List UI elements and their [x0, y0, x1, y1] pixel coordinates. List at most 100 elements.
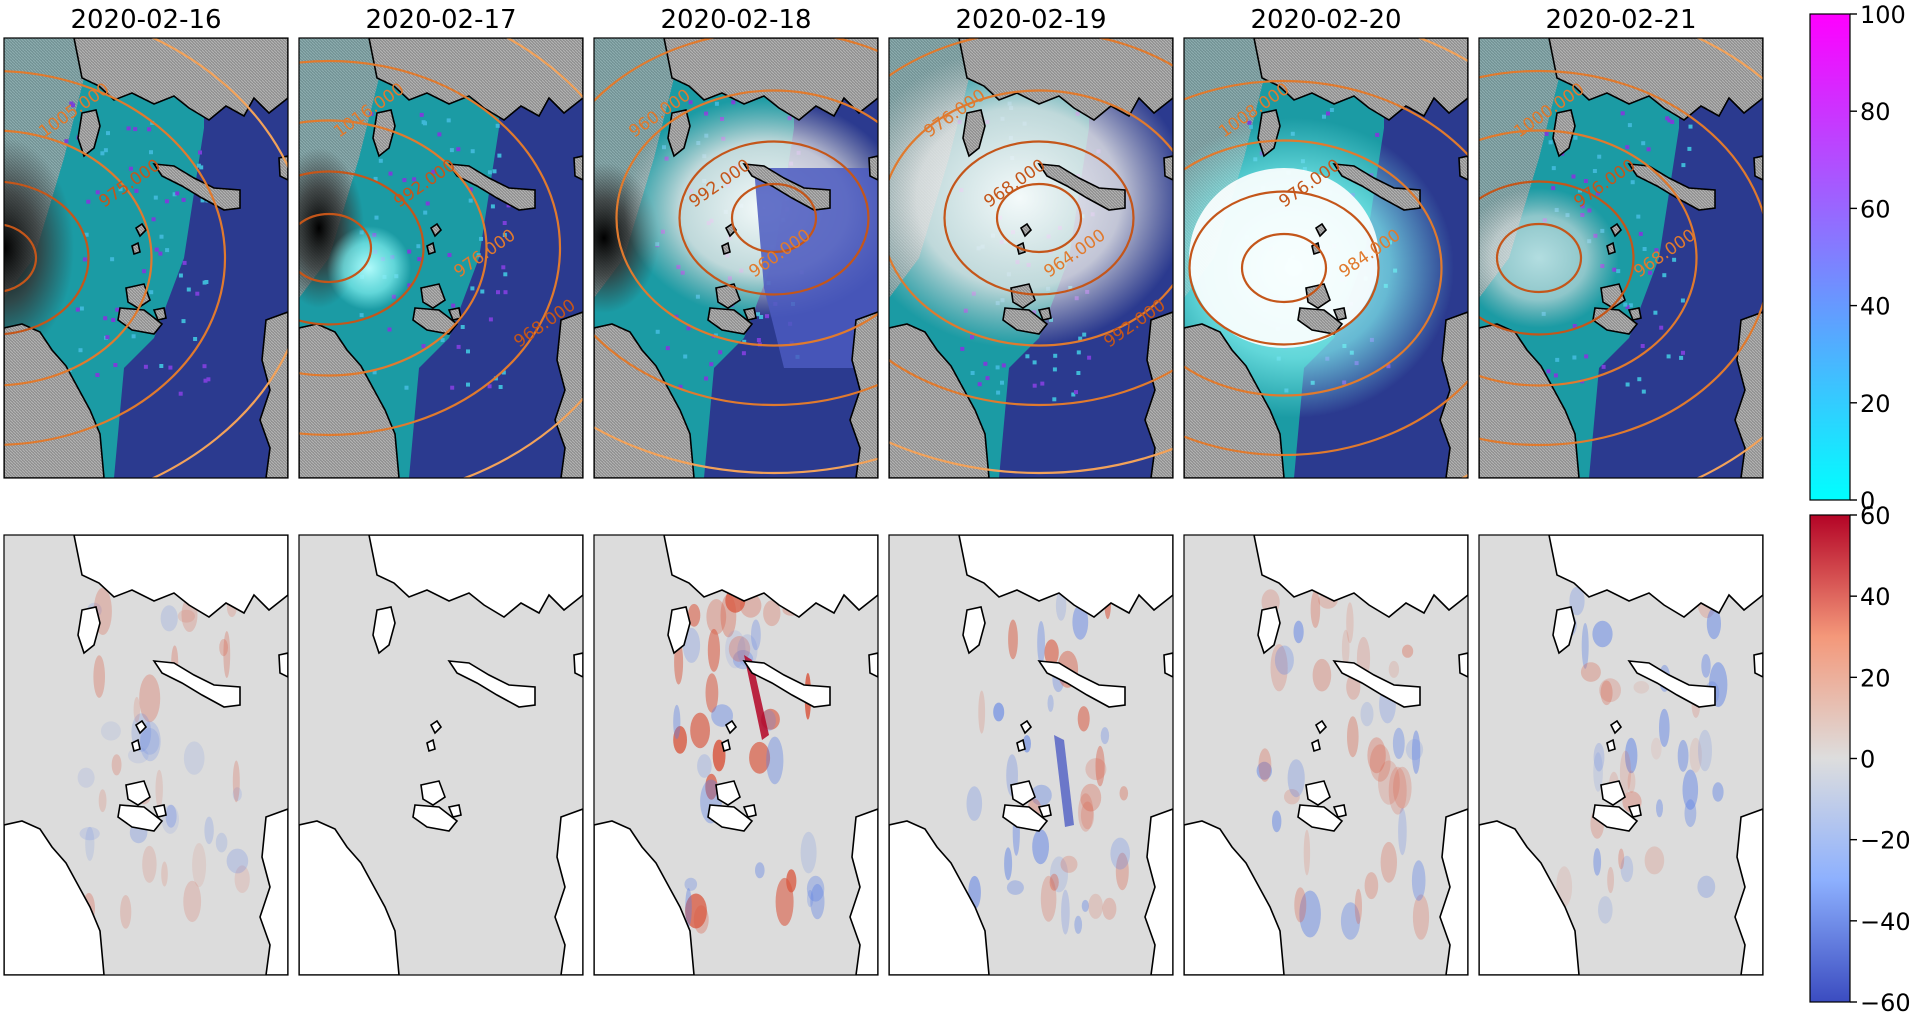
difference-streak-0-30 [85, 826, 95, 861]
difference-streak-0-22 [165, 804, 177, 828]
land-russia-bottom-3 [1144, 808, 1173, 975]
difference-streak-3-18 [1055, 590, 1067, 621]
ice-speckle-5-48 [1666, 354, 1671, 359]
difference-streak-3-5 [1077, 706, 1090, 732]
ice-speckle-0-60 [195, 291, 200, 296]
land-nz1-bottom-0 [125, 780, 151, 806]
ice-speckle-0-64 [193, 337, 198, 341]
ice-speckle-3-22 [960, 346, 965, 351]
ice-speckle-5-29 [1578, 188, 1582, 193]
difference-streak-4-29 [1388, 660, 1400, 678]
ice-speckle-5-55 [1592, 169, 1597, 173]
ice-speckle-5-4 [1640, 344, 1645, 348]
land-svalbardW-top-1 [372, 109, 396, 158]
difference-streak-5-21 [1580, 662, 1601, 682]
ice-speckle-1-42 [470, 286, 475, 291]
difference-streak-0-21 [219, 639, 229, 657]
ice-speckle-5-49 [1687, 146, 1692, 151]
land-small1-bottom-2 [724, 719, 738, 735]
difference-streak-0-18 [128, 747, 149, 764]
land-nz3-top-4 [1332, 307, 1347, 321]
difference-streak-4-9 [1294, 887, 1307, 923]
difference-streak-3-24 [1072, 604, 1089, 640]
pressure-contour-5-3 [1479, 69, 1763, 447]
land-svalbard-bottom-1 [447, 660, 536, 708]
ice-speckle-5-37 [1551, 186, 1556, 191]
difference-streak-4-16 [1258, 748, 1272, 782]
difference-streak-4-15 [1402, 644, 1414, 658]
ice-speckle-2-29 [742, 339, 747, 344]
ice-speckle-5-39 [1641, 389, 1646, 394]
land-franz-bottom-5 [1753, 652, 1763, 678]
land-nz2-bottom-0 [117, 804, 164, 832]
land-small1-top-4 [1314, 222, 1328, 238]
difference-streak-3-23 [1088, 893, 1103, 919]
land-greenland-bottom-2 [663, 535, 878, 618]
difference-streak-0-25 [232, 760, 240, 803]
land-nz1-bottom-3 [1010, 780, 1036, 806]
ice-speckle-5-51 [1641, 141, 1646, 146]
ice-speckle-1-50 [468, 198, 473, 203]
ice-speckle-1-8 [372, 370, 377, 375]
pressure-contour-3-0 [995, 182, 1083, 254]
difference-streak-3-26 [1044, 639, 1059, 666]
land-greenland-top-0 [73, 38, 288, 121]
panel-frame-bottom-5 [1478, 534, 1764, 976]
difference-streak-4-27 [1284, 789, 1300, 805]
difference-streak-4-31 [1287, 759, 1305, 798]
ice-speckle-0-62 [149, 290, 154, 295]
panel-title-1: 2020-02-17 [365, 5, 516, 35]
land-greenland-top-1 [368, 38, 583, 121]
land-svalbardW-top-0 [77, 109, 101, 158]
difference-streak-0-28 [234, 865, 250, 893]
land-franz-bottom-4 [1458, 652, 1468, 678]
ice-speckle-0-37 [164, 199, 169, 204]
colorbars-layer: 0 20 40 60 80 100 −60 −40 −20 0 20 40 60 [1809, 1, 1911, 1017]
pressure-contour-3-3 [889, 38, 1173, 407]
ice-speckle-3-39 [970, 371, 975, 375]
land-nz2-top-0 [117, 307, 164, 335]
land-russia-bottom-1 [554, 808, 583, 975]
difference-streak-5-10 [1706, 608, 1721, 640]
difference-streak-4-39 [1354, 888, 1362, 925]
difference-streak-2-35 [737, 634, 758, 667]
ice-speckle-3-44 [985, 376, 990, 381]
ice-speckle-0-16 [154, 247, 159, 252]
difference-streak-3-19 [1080, 783, 1102, 812]
ice-speckle-5-57 [1616, 269, 1621, 274]
ice-speckle-5-22 [1625, 145, 1630, 150]
difference-streak-5-25 [1625, 737, 1638, 774]
land-nz2-bottom-4 [1297, 804, 1344, 832]
difference-streak-4-20 [1310, 590, 1321, 628]
ice-speckle-3-0 [1071, 392, 1076, 397]
land-svalbardW-bottom-4 [1257, 606, 1281, 655]
difference-streak-3-0 [978, 690, 986, 734]
ice-speckle-0-58 [106, 131, 110, 136]
ice-speckle-5-58 [1662, 273, 1667, 278]
land-small2-top-0 [131, 241, 141, 256]
difference-streak-2-22 [806, 875, 825, 902]
land-svalbardW-top-3 [962, 109, 986, 158]
land-svalbard-top-0 [152, 163, 241, 211]
panel-title-4: 2020-02-20 [1250, 5, 1401, 35]
difference-streak-4-8 [1378, 760, 1400, 805]
cloud-core-4 [1189, 168, 1379, 348]
ice-speckle-3-23 [1025, 354, 1030, 359]
pressure-contour-1-1 [299, 170, 425, 326]
land-russia-bottom-2 [849, 808, 878, 975]
ice-speckle-1-5 [374, 215, 379, 220]
difference-streak-5-4 [1599, 678, 1621, 703]
difference-streak-0-6 [93, 655, 105, 698]
ice-speckle-1-11 [502, 233, 507, 237]
ice-speckle-5-8 [1667, 118, 1672, 123]
pressure-contour-2-0 [730, 182, 818, 254]
difference-streak-5-22 [1600, 680, 1613, 706]
land-svalbardW-bottom-3 [962, 606, 986, 655]
difference-streak-2-6 [685, 893, 707, 929]
ice-speckle-3-3 [995, 365, 1000, 370]
land-russia-bottom-5 [1734, 808, 1763, 975]
ice-speckle-5-43 [1680, 298, 1685, 303]
ice-speckle-1-64 [416, 244, 421, 249]
